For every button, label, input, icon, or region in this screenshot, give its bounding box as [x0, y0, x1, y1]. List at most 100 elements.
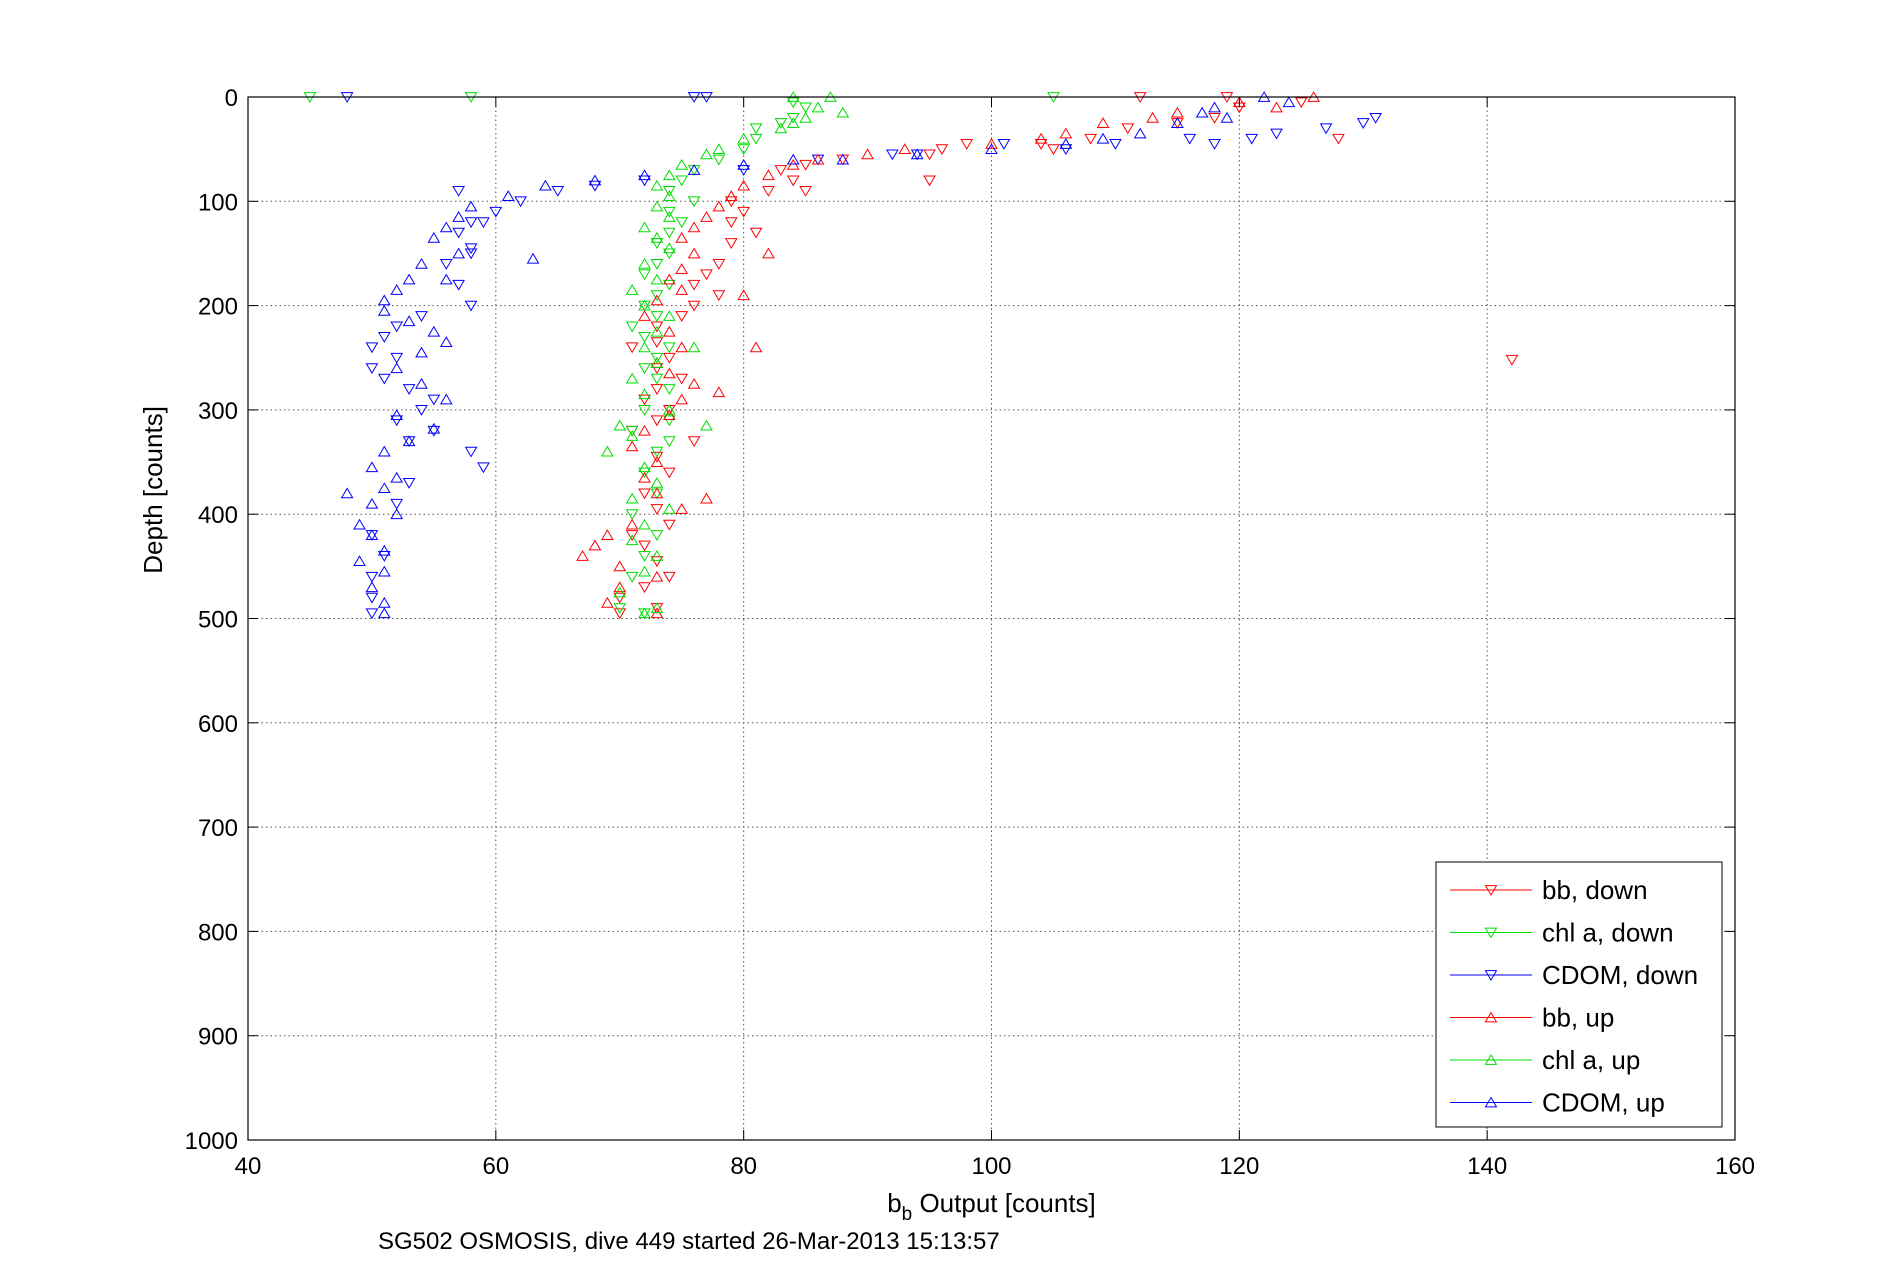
data-point [600, 529, 614, 540]
data-point [539, 179, 552, 191]
data-point [662, 211, 676, 222]
data-point [675, 263, 689, 274]
legend-entry: CDOM, up [1450, 1088, 1665, 1118]
data-point [774, 122, 788, 134]
data-point [799, 102, 812, 114]
data-point [638, 299, 651, 311]
data-point [452, 247, 466, 259]
data-point [1505, 354, 1519, 366]
data-point [650, 373, 664, 385]
data-point [650, 352, 664, 364]
y-tick-label: 700 [198, 815, 238, 842]
data-point [526, 252, 540, 264]
data-point [1208, 139, 1221, 150]
data-point [737, 132, 751, 144]
data-point [1356, 118, 1370, 130]
y-tick-label: 1000 [185, 1128, 238, 1155]
data-point [340, 487, 354, 499]
data-point [625, 321, 639, 333]
data-point [712, 154, 726, 166]
x-axis-label: bb Output [counts] [887, 1188, 1096, 1225]
data-point [402, 384, 416, 395]
data-point [427, 231, 441, 243]
legend-entry: chl a, up [1450, 1045, 1640, 1075]
data-point [650, 179, 664, 191]
data-point [638, 582, 651, 594]
data-point [650, 570, 664, 582]
data-point [1096, 117, 1110, 128]
data-point [452, 185, 466, 197]
data-point [464, 243, 478, 255]
data-point [650, 290, 664, 302]
data-point [365, 363, 379, 375]
data-point [997, 139, 1011, 150]
data-point [402, 478, 416, 489]
data-point [439, 393, 453, 405]
data-point [638, 341, 651, 353]
data-point [377, 331, 391, 343]
data-point [749, 227, 763, 239]
data-point [724, 217, 738, 229]
data-point [675, 311, 689, 322]
series-2 [340, 92, 1383, 620]
data-point [687, 164, 701, 175]
data-point [427, 425, 441, 437]
data-point [1220, 111, 1234, 123]
data-point [1282, 96, 1296, 108]
data-point [1171, 117, 1184, 128]
data-point [1332, 133, 1345, 145]
data-point [625, 571, 639, 583]
data-point [960, 139, 974, 150]
data-point [1171, 106, 1184, 118]
data-point [1121, 123, 1135, 135]
data-point [675, 231, 689, 243]
data-point [662, 169, 676, 181]
data-point [638, 471, 651, 483]
data-point [390, 498, 404, 510]
data-point [452, 211, 466, 222]
data-point [650, 602, 664, 613]
data-point [638, 518, 651, 530]
legend-label: CDOM, up [1542, 1088, 1665, 1118]
data-point [650, 556, 664, 568]
data-point [390, 321, 404, 333]
data-point [700, 492, 713, 504]
x-tick-label: 140 [1467, 1153, 1507, 1180]
data-point [402, 273, 416, 285]
data-point [712, 386, 726, 398]
data-point [650, 321, 664, 333]
data-point [675, 217, 689, 229]
data-point [365, 497, 379, 509]
data-point [650, 530, 664, 541]
data-point [687, 221, 701, 233]
data-point [1084, 133, 1098, 145]
data-point [625, 425, 639, 437]
data-point [662, 409, 676, 421]
data-point [650, 487, 664, 499]
legend-label: CDOM, down [1542, 960, 1698, 990]
data-point [662, 310, 676, 321]
data-point [1294, 97, 1308, 109]
legend-label: chl a, down [1542, 918, 1674, 948]
legend-label: chl a, up [1542, 1045, 1640, 1075]
data-point [365, 581, 379, 593]
y-axis-label: Depth [counts] [138, 406, 168, 574]
data-point [390, 415, 404, 427]
data-point [638, 551, 651, 562]
data-point [390, 409, 404, 421]
y-tick-label: 600 [198, 711, 238, 738]
data-point [1270, 101, 1283, 113]
data-point [675, 158, 689, 170]
data-point [427, 394, 441, 406]
axis-ticks: 40 60 80 100 120 140 160 0 100 200 300 400 500 600 700… [185, 85, 1755, 1180]
data-point [477, 462, 490, 474]
x-tick-label: 80 [730, 1153, 757, 1180]
data-point [365, 342, 379, 354]
data-point [774, 118, 788, 130]
data-point [625, 284, 639, 295]
data-point [662, 242, 676, 254]
data-point [662, 415, 676, 427]
data-point [477, 217, 490, 229]
data-point [650, 200, 664, 212]
data-point [737, 179, 751, 191]
